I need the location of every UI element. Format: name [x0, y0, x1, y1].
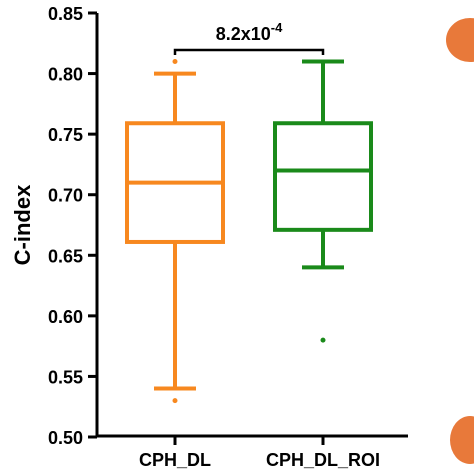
iqr-box [273, 121, 373, 232]
box-cph-dl [125, 58, 225, 404]
decor-shape-bottom-right [450, 416, 474, 464]
decor-shapes [446, 18, 474, 464]
y-tick-label: 0.70 [48, 186, 83, 206]
y-tick-label: 0.80 [48, 65, 83, 85]
y-tick-label: 0.55 [48, 367, 83, 387]
y-tick-label: 0.50 [48, 428, 83, 448]
x-tick-label: CPH_DL [139, 450, 211, 470]
box-cph-dl-roi [273, 59, 373, 343]
significance-bracket [173, 48, 325, 55]
y-tick-label: 0.65 [48, 246, 83, 266]
decor-shape-top-right [446, 18, 474, 62]
outlier-point [320, 337, 326, 343]
y-tick-label: 0.60 [48, 307, 83, 327]
y-tick-label: 0.85 [48, 4, 83, 24]
x-axis: CPH_DL CPH_DL_ROI [96, 434, 408, 470]
x-tick-label: CPH_DL_ROI [266, 450, 380, 470]
y-axis: 0.50 0.55 0.60 0.65 0.70 0.75 0.80 0.85 [48, 4, 99, 448]
y-axis-title: C-index [10, 184, 35, 265]
y-tick-label: 0.75 [48, 125, 83, 145]
outlier-point [172, 58, 178, 64]
outlier-point [172, 398, 178, 404]
p-value-label: 8.2x10-4 [216, 20, 283, 44]
